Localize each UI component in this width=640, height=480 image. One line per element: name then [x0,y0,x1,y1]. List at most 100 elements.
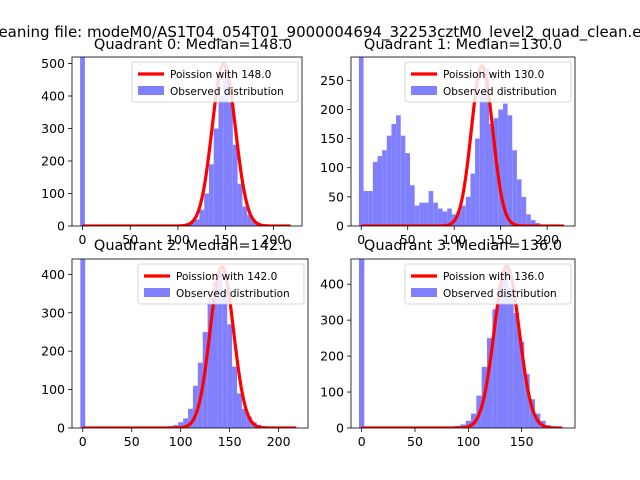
x-tick-label: 200 [261,232,285,247]
poisson-curve [81,61,292,226]
hist-bar [241,408,247,428]
y-tick-label: 200 [320,349,344,364]
hist-bar [521,196,527,226]
hist-bar [232,144,238,226]
hist-bar [80,259,86,428]
legend-label-poisson: Poission with 142.0 [176,271,277,283]
x-tick-label: 50 [407,434,423,449]
hist-bar [471,413,477,428]
hist-bar [508,287,514,428]
y-tick-label: 0 [336,219,344,234]
hist-bar [192,385,198,428]
x-tick-label: 150 [489,232,513,247]
hist-bar [222,289,228,428]
y-tick-label: 100 [320,160,344,175]
x-tick-label: 50 [400,232,416,247]
hist-bar [178,422,184,428]
figure-suptitle: Cleaning file: modeM0/AS1T04_054T01_9000… [0,23,640,42]
x-tick-label: 100 [456,434,480,449]
legend-bar-swatch [144,288,170,297]
quadrant-2-panel: Quadrant 2: Median=142.0 0 50 100 150 200 0 10… [41,238,309,449]
hist-bar [414,205,420,226]
y-tick-label: 100 [320,385,344,400]
quadrant-0-title: Quadrant 0: Median=148.0 [94,37,292,53]
hist-bar [80,57,85,226]
hist-bar [223,70,229,226]
hist-bar [437,208,443,226]
quadrant-0-plot-area: 0 50 100 150 200 0 100 200 300 400 500 Poission wit… [41,56,303,247]
y-tick-label: 150 [320,131,344,146]
y-tick-label: 100 [41,186,65,201]
y-tick-label: 400 [320,277,344,292]
x-tick-label: 150 [510,434,534,449]
hist-bar [470,173,476,226]
poisson-curve [82,265,297,428]
legend-label-observed: Observed distribution [170,86,284,98]
hist-bar [218,96,224,226]
hist-bar [217,270,223,428]
quadrant-3-panel: Quadrant 3: Median=136.0 0 50 100 150 0 100 20… [320,238,576,449]
hist-bar [363,191,369,226]
hist-bar [497,284,503,428]
legend-label-poisson: Poission with 148.0 [170,69,271,81]
hist-bar [526,214,531,226]
legend-label-observed: Observed distribution [176,288,290,300]
hist-bar [487,338,493,428]
y-tick-label: 0 [57,219,65,234]
legend: Poission with 136.0 Observed distribution [404,263,572,305]
quadrant-1-panel: Quadrant 1: Median=130.0 0 50 100 150 200 0 50… [320,37,576,247]
x-tick-label: 100 [442,232,466,247]
hist-bar [493,118,499,226]
hist-bar [489,124,494,226]
hist-bar [410,185,415,226]
hist-bar [503,269,509,428]
hist-bar [199,209,205,226]
quadrant-2-title: Quadrant 2: Median=142.0 [94,238,292,254]
hist-bar [188,408,193,428]
hist-bar [442,211,448,226]
x-tick-label: 150 [218,434,242,449]
y-tick-label: 0 [57,421,65,436]
y-tick-label: 250 [320,73,344,88]
legend: Poission with 130.0 Observed distribution [404,61,572,103]
hist-bar [524,374,530,428]
y-tick-label: 0 [336,421,344,436]
hist-bar [213,128,219,226]
hist-bar [461,205,466,226]
hist-bar [433,202,438,226]
hist-bar [251,221,257,226]
x-tick-label: 50 [124,434,140,449]
x-tick-label: 0 [79,434,87,449]
hist-bar [247,214,252,226]
quadrant-3-title: Quadrant 3: Median=136.0 [364,238,562,254]
hist-bar [465,420,471,428]
hist-bar [228,102,233,226]
x-tick-label: 50 [122,232,138,247]
hist-bar [456,211,462,226]
y-tick-label: 500 [41,56,65,71]
hist-bar [208,164,214,226]
hist-bar [516,179,522,226]
legend-box [404,61,572,103]
hist-bar [419,202,424,226]
hist-bar [227,324,233,428]
hist-bar [207,297,213,428]
axes-frame [350,56,576,227]
x-tick-label: 150 [214,232,238,247]
hist-bar [372,161,378,226]
legend-box [137,263,305,305]
hist-bar [405,153,411,226]
y-tick-label: 50 [328,189,344,204]
legend: Poission with 142.0 Observed distribution [137,263,305,305]
quadrant-1-title: Quadrant 1: Median=130.0 [364,37,562,53]
hist-bar [396,115,401,226]
legend-bar-swatch [411,86,437,95]
quadrant-3-plot-area: 0 50 100 150 0 100 200 300 400 Poission with 136.… [320,258,576,449]
hist-bar [183,418,189,428]
hist-bar [237,183,243,226]
legend-label-poisson: Poission with 136.0 [443,271,544,283]
legend: Poission with 148.0 Observed distribution [131,61,299,103]
hist-bar [447,208,452,226]
x-tick-label: 0 [357,232,365,247]
y-tick-label: 200 [41,344,65,359]
